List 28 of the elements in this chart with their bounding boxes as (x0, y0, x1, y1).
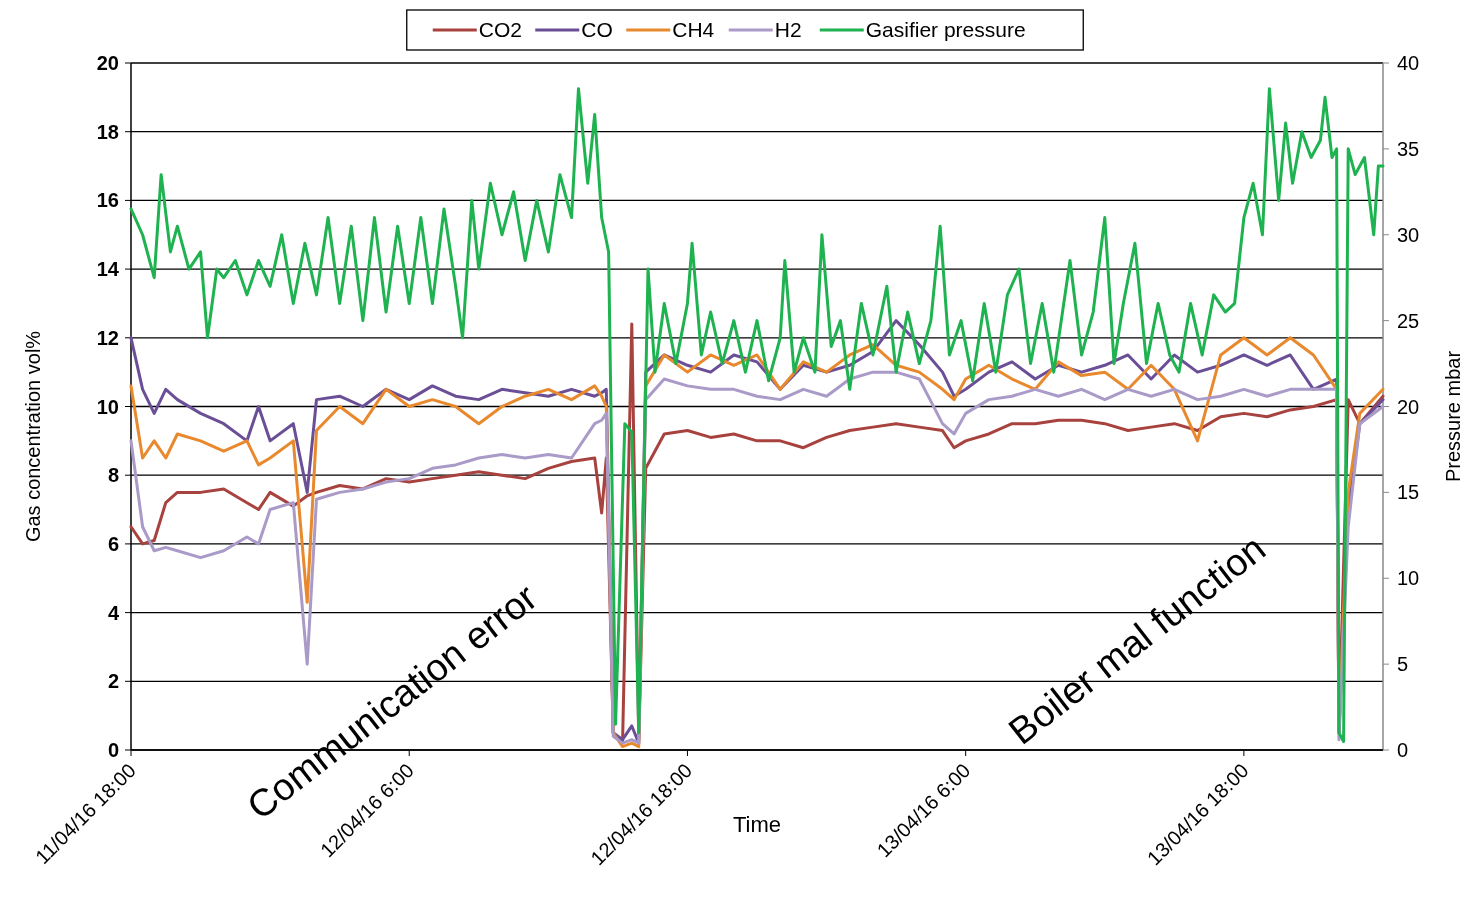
y2-tick-label: 35 (1397, 137, 1420, 160)
y-tick-label: 8 (107, 464, 119, 487)
legend-label: Gasifier pressure (865, 18, 1026, 42)
y-tick-label: 18 (96, 120, 119, 143)
y-tick-label: 6 (107, 532, 119, 555)
y-axis-title: Gas concentration vol% (22, 330, 44, 543)
y2-tick-label: 15 (1397, 481, 1420, 504)
x-axis-title: Time (732, 812, 782, 837)
y-tick-label: 16 (96, 189, 119, 212)
y2-tick-label: 25 (1397, 309, 1420, 332)
legend-label: CO (581, 18, 613, 42)
y-tick-label: 0 (107, 739, 119, 761)
y-tick-label: 2 (107, 670, 119, 693)
y2-tick-label: 20 (1397, 395, 1420, 418)
legend-label: H2 (774, 18, 802, 42)
y-tick-label: 20 (96, 52, 119, 74)
y-tick-label: 10 (96, 395, 119, 418)
legend-label: CO2 (478, 18, 522, 42)
y2-tick-label: 0 (1397, 739, 1409, 761)
y-tick-label: 4 (107, 601, 120, 624)
legend-label: CH4 (672, 18, 715, 42)
y-tick-label: 12 (96, 326, 119, 349)
y2-tick-label: 40 (1397, 52, 1420, 74)
y2-tick-label: 30 (1397, 223, 1420, 246)
y2-tick-label: 5 (1397, 653, 1409, 676)
y2-axis-title: Pressure mbar (1442, 350, 1464, 483)
y2-tick-label: 10 (1397, 567, 1420, 590)
y-tick-label: 14 (96, 258, 120, 281)
